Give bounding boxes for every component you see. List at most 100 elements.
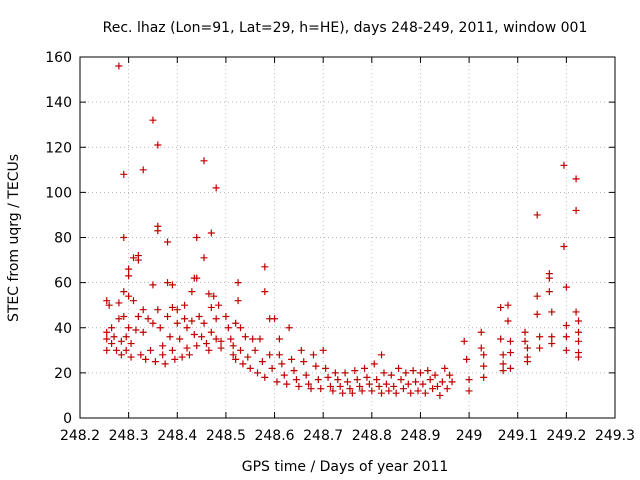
data-point — [409, 367, 417, 375]
data-point — [122, 346, 130, 354]
data-point — [154, 141, 162, 149]
y-tick-label: 100 — [45, 185, 72, 201]
data-point — [480, 373, 488, 381]
data-point — [275, 351, 283, 359]
data-point — [168, 346, 176, 354]
data-point — [164, 279, 172, 287]
data-point — [120, 288, 128, 296]
data-point — [361, 364, 369, 372]
data-point — [244, 353, 252, 361]
data-point — [271, 315, 279, 323]
data-point — [159, 351, 167, 359]
data-point — [125, 292, 133, 300]
data-point — [365, 380, 373, 388]
x-tick-label: 248.8 — [352, 428, 392, 444]
y-tick-label: 40 — [54, 321, 72, 337]
data-point — [295, 382, 303, 390]
data-point — [436, 391, 444, 399]
data-point — [562, 346, 570, 354]
data-point — [575, 317, 583, 325]
data-point — [560, 243, 568, 251]
data-point — [266, 351, 274, 359]
data-point — [499, 351, 507, 359]
data-point — [132, 326, 140, 334]
data-point — [438, 378, 446, 386]
data-point — [134, 256, 142, 264]
data-point — [217, 337, 225, 345]
data-point — [183, 324, 191, 332]
data-point — [404, 380, 412, 388]
data-point — [351, 367, 359, 375]
data-point — [368, 387, 376, 395]
y-axis-label: STEC from uqrg / TECUs — [6, 154, 22, 322]
data-point — [385, 387, 393, 395]
data-point — [392, 389, 400, 397]
data-point — [319, 346, 327, 354]
data-point — [164, 312, 172, 320]
x-tick-label: 248.2 — [60, 428, 100, 444]
x-tick-label: 248.7 — [303, 428, 343, 444]
data-point — [239, 360, 247, 368]
data-point — [339, 389, 347, 397]
data-point — [426, 376, 434, 384]
data-point — [258, 358, 266, 366]
data-point — [246, 364, 254, 372]
data-point — [151, 358, 159, 366]
data-point — [521, 328, 529, 336]
data-point — [168, 281, 176, 289]
data-point — [572, 175, 580, 183]
data-point — [200, 319, 208, 327]
data-point — [173, 319, 181, 327]
data-point — [497, 303, 505, 311]
data-point — [300, 358, 308, 366]
data-point — [117, 351, 125, 359]
data-point — [536, 333, 544, 341]
data-point — [477, 344, 485, 352]
data-point — [378, 389, 386, 397]
grid-lines — [80, 57, 615, 418]
data-point — [234, 279, 242, 287]
data-point — [103, 297, 111, 305]
data-point — [506, 364, 514, 372]
data-point — [356, 382, 364, 390]
data-point — [205, 346, 213, 354]
data-point — [322, 364, 330, 372]
data-point — [336, 382, 344, 390]
chart-title: Rec. lhaz (Lon=91, Lat=29, h=HE), days 2… — [103, 20, 588, 36]
data-point — [261, 263, 269, 271]
data-point — [288, 355, 296, 363]
data-point — [200, 254, 208, 262]
data-point — [504, 301, 512, 309]
data-point — [446, 371, 454, 379]
data-point — [305, 380, 313, 388]
data-point — [407, 389, 415, 397]
data-point — [229, 351, 237, 359]
data-point — [256, 335, 264, 343]
data-point — [125, 265, 133, 273]
data-point — [103, 335, 111, 343]
data-point — [117, 337, 125, 345]
data-point — [232, 319, 240, 327]
data-point — [465, 387, 473, 395]
data-point — [334, 376, 342, 384]
data-point — [110, 333, 118, 341]
data-point — [329, 387, 337, 395]
data-point — [575, 353, 583, 361]
data-point — [181, 301, 189, 309]
data-point — [572, 308, 580, 316]
data-point — [105, 301, 113, 309]
data-point — [103, 346, 111, 354]
data-point — [232, 355, 240, 363]
data-point — [224, 324, 232, 332]
y-tick-label: 0 — [63, 411, 72, 427]
data-point — [181, 315, 189, 323]
data-point — [463, 355, 471, 363]
data-point — [375, 382, 383, 390]
data-point — [273, 378, 281, 386]
x-tick-label: 248.4 — [157, 428, 197, 444]
data-point — [283, 380, 291, 388]
data-point — [533, 310, 541, 318]
data-point — [198, 333, 206, 341]
